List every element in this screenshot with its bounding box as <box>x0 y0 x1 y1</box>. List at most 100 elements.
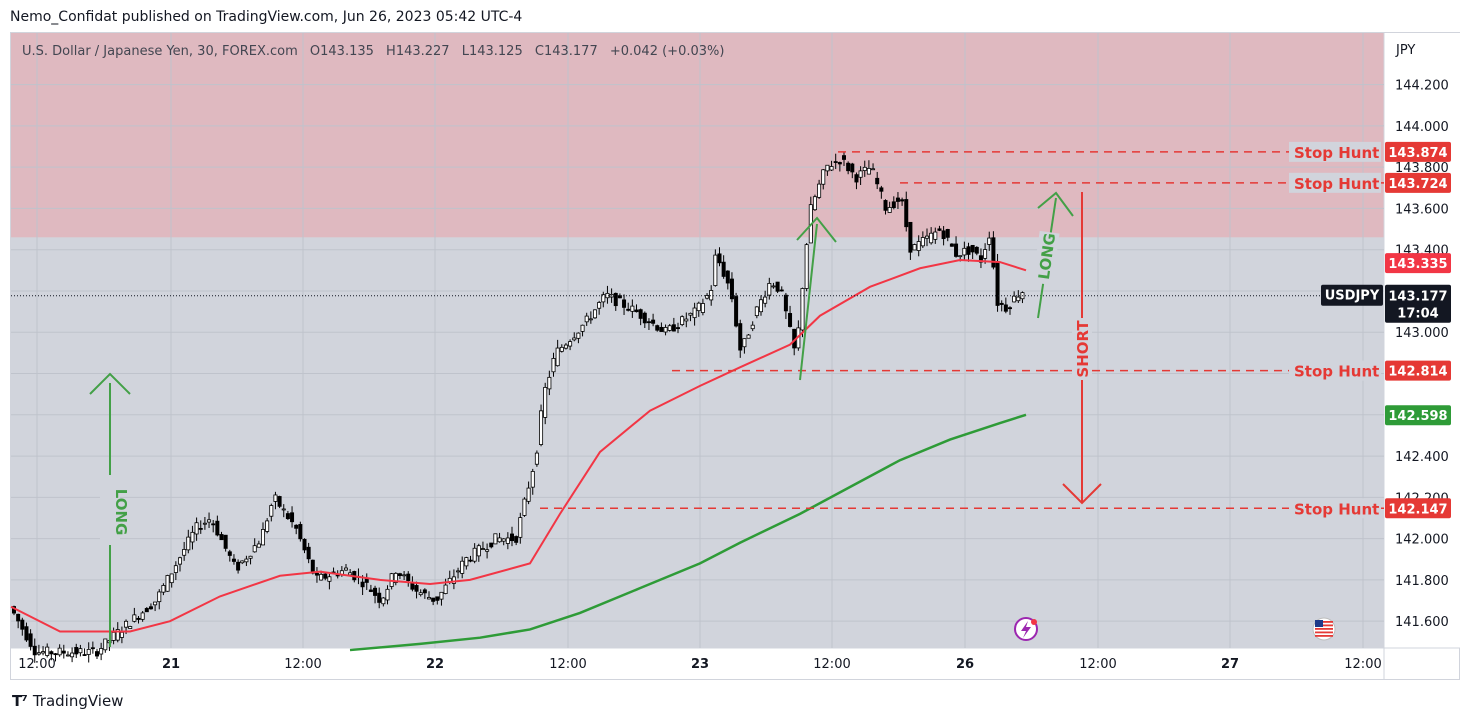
candle-body <box>978 255 983 263</box>
candle-body <box>231 558 236 562</box>
candle-body <box>804 244 809 289</box>
candle-body <box>148 606 153 610</box>
candle-body <box>559 346 564 352</box>
short-label: SHORT <box>1074 320 1092 378</box>
candle-body <box>240 560 245 564</box>
candle-body <box>323 573 328 579</box>
price-tag <box>1385 141 1451 162</box>
candle-body <box>269 505 274 517</box>
candle-body <box>837 162 842 165</box>
x-tick-label: 12:00 <box>1344 657 1381 672</box>
candle-body <box>128 626 133 629</box>
candle-body <box>505 537 510 544</box>
candle-body <box>812 196 817 211</box>
candle-body <box>460 560 465 574</box>
candle-body <box>485 549 490 552</box>
candle-body <box>634 309 639 313</box>
candle-body <box>464 557 469 567</box>
candle-body <box>244 558 249 563</box>
candle-body <box>692 307 697 319</box>
candle-body <box>991 237 996 268</box>
price-tag-value: 143.874 <box>1388 146 1447 161</box>
tradingview-brand[interactable]: T⁷ TradingView <box>12 692 123 710</box>
candle-body <box>775 281 780 292</box>
candle-body <box>265 520 270 532</box>
candle-body <box>111 632 116 641</box>
candle-body <box>954 243 959 257</box>
candle-body <box>974 246 979 254</box>
tradingview-logo-icon: T⁷ <box>12 692 28 710</box>
x-tick-label: 22 <box>426 657 444 672</box>
stop-hunt-label-bg <box>1289 360 1381 381</box>
candle-body <box>750 324 755 330</box>
long-label-left: LONG <box>112 489 130 536</box>
candle-body <box>190 531 195 543</box>
candle-body <box>1008 307 1013 310</box>
candle-body <box>700 303 705 313</box>
candle-body <box>547 376 552 390</box>
candle-body <box>381 597 386 605</box>
flag-stripe <box>1315 621 1333 623</box>
candle-body <box>729 278 734 300</box>
candle-body <box>883 200 888 211</box>
y-tick-label: 143.000 <box>1395 326 1449 341</box>
candle-body <box>713 254 718 286</box>
candle-body <box>32 645 37 656</box>
last-price-value: 143.177 <box>1388 290 1447 305</box>
stop-hunt-label: Stop Hunt <box>1294 144 1379 162</box>
candle-body <box>219 534 224 541</box>
candle-body <box>294 524 299 529</box>
candle-body <box>962 247 967 256</box>
candle-body <box>895 197 900 202</box>
candle-body <box>211 523 216 526</box>
candle-body <box>854 174 859 183</box>
candle-body <box>277 496 282 507</box>
candle-body <box>348 572 353 576</box>
candle-body <box>202 522 207 525</box>
candle-body <box>941 230 946 240</box>
legend-change: +0.042 (+0.03%) <box>609 44 725 59</box>
candle-body <box>933 231 938 240</box>
candle-body <box>360 581 365 588</box>
candle-body <box>207 519 212 523</box>
candle-body <box>144 608 149 613</box>
candle-body <box>140 612 145 620</box>
candle-body <box>887 207 892 213</box>
y-tick-label: 143.600 <box>1395 202 1449 217</box>
candle-body <box>638 309 643 319</box>
candle-body <box>999 302 1004 305</box>
candle-body <box>958 255 963 258</box>
candle-body <box>929 232 934 244</box>
symbol-tag-label: USDJPY <box>1325 289 1380 304</box>
y-tick-label: 144.200 <box>1395 79 1449 94</box>
candle-body <box>302 538 307 551</box>
candle-body <box>82 654 87 656</box>
candle-body <box>912 244 917 251</box>
candle-body <box>61 650 66 654</box>
candle-body <box>597 302 602 309</box>
candle-body <box>920 237 925 247</box>
candle-body <box>580 324 585 332</box>
long-label-left-bg <box>100 475 120 545</box>
candle-body <box>281 508 286 511</box>
candle-body <box>198 528 203 530</box>
candle-body <box>236 561 241 571</box>
candle-body <box>385 588 390 601</box>
candle-body <box>136 617 141 620</box>
candle-body <box>676 327 681 329</box>
candle-body <box>539 410 544 445</box>
candle-body <box>161 585 166 593</box>
candle-body <box>970 244 975 253</box>
candle-body <box>817 183 822 198</box>
candle-body <box>742 338 747 348</box>
grid <box>11 33 1384 648</box>
candle-body <box>489 542 494 548</box>
stop-hunt-label: Stop Hunt <box>1294 175 1379 193</box>
candle-body <box>182 549 187 556</box>
candle-body <box>53 653 58 656</box>
candle-body <box>99 648 104 655</box>
stop-hunt-label-bg <box>1289 141 1381 162</box>
candle-body <box>119 631 124 638</box>
candle-body <box>431 597 436 602</box>
